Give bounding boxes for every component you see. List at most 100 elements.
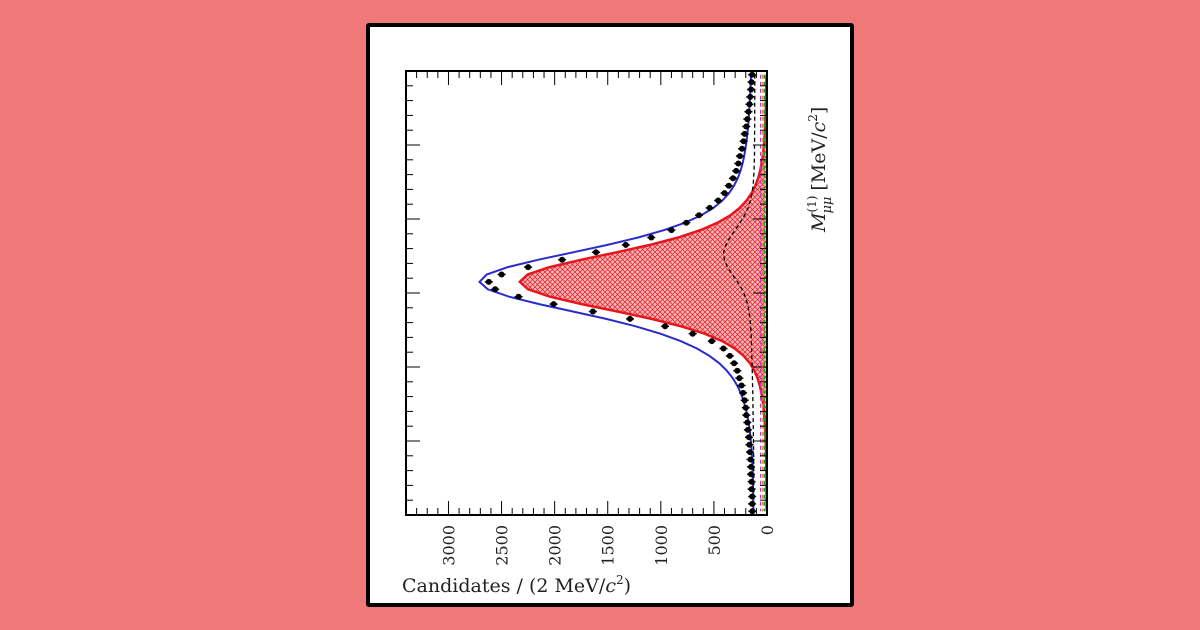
data-point-marker: [492, 286, 499, 293]
data-point-marker: [736, 375, 743, 382]
data-point: [747, 471, 756, 478]
data-point-marker: [525, 264, 532, 271]
data-point-marker: [498, 271, 505, 278]
data-point: [724, 182, 733, 189]
data-point-marker: [733, 167, 740, 174]
data-point-marker: [668, 227, 675, 234]
data-point: [747, 463, 756, 470]
data-point-marker: [726, 352, 733, 359]
data-point: [742, 123, 751, 130]
data-point: [621, 241, 630, 248]
data-point-marker: [749, 500, 756, 507]
data-point-marker: [648, 234, 655, 241]
y-axis-title: Candidates / (2 MeV/c2): [402, 573, 631, 597]
data-point: [744, 108, 753, 115]
data-point: [745, 441, 754, 448]
data-point-marker: [744, 116, 751, 123]
data-point-marker: [720, 345, 727, 352]
data-point-marker: [746, 441, 753, 448]
data-point-marker: [746, 101, 753, 108]
data-point-marker: [689, 330, 696, 337]
data-point: [745, 101, 754, 108]
data-point-marker: [742, 404, 749, 411]
data-point-marker: [747, 449, 754, 456]
data-point-marker: [739, 145, 746, 152]
signal-fill-layer: [519, 74, 767, 512]
y-tick-label: 2000: [546, 525, 565, 566]
data-point: [748, 493, 757, 500]
data-point-marker: [749, 71, 756, 78]
data-point-marker: [744, 419, 751, 426]
data-point: [732, 167, 741, 174]
y-tick-label: 0: [758, 525, 777, 535]
data-point: [695, 212, 704, 219]
data-point: [729, 175, 738, 182]
data-point: [739, 389, 748, 396]
data-point: [626, 315, 635, 322]
data-point: [744, 434, 753, 441]
data-point: [740, 397, 749, 404]
data-point: [748, 71, 757, 78]
data-point: [661, 323, 670, 330]
y-tick-label: 1500: [599, 525, 618, 566]
data-point: [741, 404, 750, 411]
data-point-marker: [748, 79, 755, 86]
data-point-marker: [735, 160, 742, 167]
data-point-marker: [725, 182, 732, 189]
data-point: [738, 145, 747, 152]
data-point-marker: [747, 93, 754, 100]
data-points-layer: [484, 71, 757, 515]
data-point-marker: [740, 389, 747, 396]
data-point: [737, 382, 746, 389]
data-point: [524, 264, 533, 271]
data-point-marker: [749, 493, 756, 500]
data-point-marker: [744, 426, 751, 433]
data-point: [720, 190, 729, 197]
data-point-marker: [721, 190, 728, 197]
data-point: [742, 412, 751, 419]
data-point: [705, 204, 714, 211]
data-point-marker: [748, 471, 755, 478]
data-point: [735, 153, 744, 160]
figure-card: 0 500 1000 1500 2000 2500 3000 Candidates / (2…: [366, 23, 854, 607]
data-point-marker: [734, 367, 741, 374]
data-point: [725, 352, 734, 359]
data-point-marker: [743, 412, 750, 419]
data-point-marker: [731, 360, 738, 367]
data-point: [491, 286, 500, 293]
data-point-marker: [593, 249, 600, 256]
y-tick-label: 1000: [652, 525, 671, 566]
data-point-marker: [715, 197, 722, 204]
data-point: [734, 160, 743, 167]
y-tick-label: 500: [705, 525, 724, 556]
data-point: [735, 375, 744, 382]
data-point: [740, 130, 749, 137]
y-tick-label: 3000: [439, 525, 458, 566]
data-point: [746, 93, 755, 100]
data-point-marker: [741, 130, 748, 137]
data-point: [484, 278, 493, 285]
signal-component-area: [519, 74, 767, 512]
data-point: [748, 500, 757, 507]
data-point: [733, 367, 742, 374]
data-point-marker: [515, 293, 522, 300]
mass-distribution-plot: 0 500 1000 1500 2000 2500 3000 Candidates / (2…: [402, 70, 835, 597]
data-point: [667, 227, 676, 234]
data-point-marker: [662, 323, 669, 330]
data-point: [747, 79, 756, 86]
data-point-marker: [740, 138, 747, 145]
data-point-marker: [730, 175, 737, 182]
data-point: [682, 219, 691, 226]
data-point: [746, 449, 755, 456]
data-point: [719, 345, 728, 352]
data-point: [730, 360, 739, 367]
data-point-marker: [749, 508, 756, 515]
data-point-marker: [622, 241, 629, 248]
data-point-marker: [748, 86, 755, 93]
data-point: [688, 330, 697, 337]
data-point-marker: [748, 478, 755, 485]
data-point: [747, 86, 756, 93]
data-point-marker: [696, 212, 703, 219]
data-point-marker: [745, 108, 752, 115]
data-point-marker: [748, 463, 755, 470]
